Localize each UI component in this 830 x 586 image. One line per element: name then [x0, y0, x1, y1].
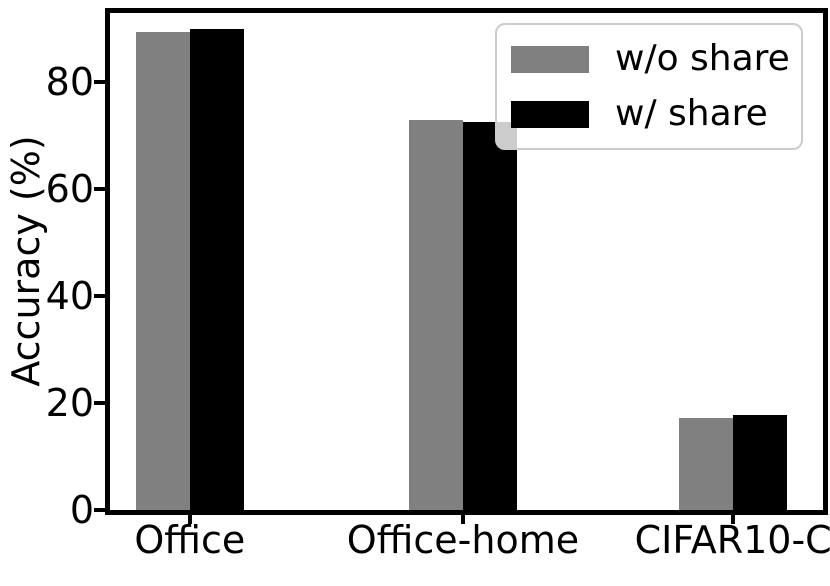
x-tick-mark-office	[187, 515, 192, 524]
x-tick-label-office-home: Office-home	[346, 518, 580, 562]
legend-entry-w-share: w/ share	[511, 91, 787, 137]
bar-w-o-share-cifar10-c	[679, 417, 734, 510]
bars-layer	[110, 13, 823, 510]
y-tick-label-0: 0	[69, 488, 94, 532]
y-tick-mark-20	[94, 401, 105, 406]
legend-swatch-wo-share	[511, 45, 589, 73]
bar-w-o-share-office	[135, 31, 190, 510]
bar-w-o-share-office-home	[408, 119, 463, 510]
bar-w-share-office-home	[462, 122, 517, 510]
plot-area: w/o share w/ share 0 20 40 60 80 Office Office…	[46, 8, 830, 561]
y-tick-mark-40	[94, 294, 105, 299]
y-axis-label: Accuracy (%)	[4, 135, 48, 387]
bar-w-share-cifar10-c	[733, 414, 788, 510]
y-tick-label-40: 40	[45, 274, 94, 319]
y-tick-label-80: 80	[45, 60, 94, 105]
legend-label-w-share: w/ share	[615, 93, 768, 134]
y-tick-mark-80	[94, 80, 105, 85]
bar-w-share-office	[189, 29, 244, 510]
y-tick-mark-60	[94, 187, 105, 192]
legend-entry-wo-share: w/o share	[511, 36, 790, 82]
legend-swatch-w-share	[511, 100, 589, 128]
legend: w/o share w/ share	[495, 23, 803, 150]
y-tick-mark-0	[94, 508, 105, 512]
x-tick-label-cifar10-c: CIFAR10-C	[634, 518, 830, 562]
x-tick-mark-office-home	[460, 515, 465, 524]
y-tick-label-60: 60	[45, 167, 94, 212]
x-tick-mark-cifar10-c	[731, 515, 736, 524]
legend-label-wo-share: w/o share	[615, 38, 790, 79]
x-tick-label-office: Office	[134, 518, 246, 562]
y-tick-label-20: 20	[45, 381, 94, 426]
